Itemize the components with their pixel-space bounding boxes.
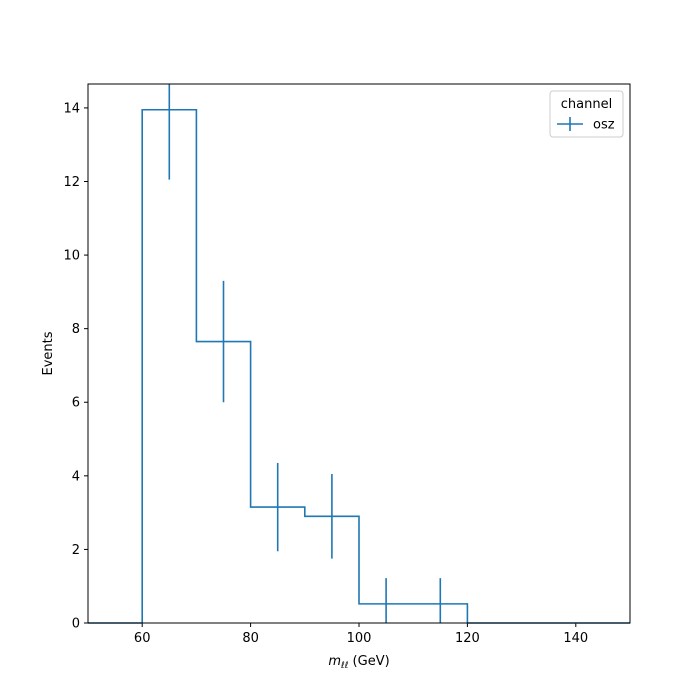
legend-title: channel bbox=[561, 97, 612, 112]
x-tick-label-140: 140 bbox=[563, 631, 588, 646]
x-tick-label-60: 60 bbox=[134, 631, 151, 646]
x-axis: 60 80 100 120 140 bbox=[134, 623, 588, 646]
y-tick-label-14: 14 bbox=[63, 101, 80, 116]
y-axis: 0 2 4 6 8 10 12 14 bbox=[63, 101, 88, 632]
y-axis-label: Events bbox=[41, 331, 56, 375]
x-tick-label-80: 80 bbox=[242, 631, 259, 646]
histogram-step-line bbox=[88, 108, 630, 624]
x-axis-label: mℓℓ (GeV) bbox=[328, 654, 389, 671]
y-tick-label-0: 0 bbox=[72, 617, 80, 632]
plot-frame bbox=[87, 83, 631, 624]
legend-label-osz: osz bbox=[593, 118, 615, 133]
x-axis-label-unit: (GeV) bbox=[348, 654, 389, 669]
y-tick-label-4: 4 bbox=[72, 469, 80, 484]
legend-marker-osz bbox=[557, 117, 583, 131]
y-tick-label-2: 2 bbox=[72, 543, 80, 558]
x-tick-label-100: 100 bbox=[347, 631, 372, 646]
error-bars bbox=[168, 84, 442, 623]
y-tick-label-12: 12 bbox=[63, 175, 80, 190]
plot-area bbox=[88, 84, 630, 624]
y-tick-label-6: 6 bbox=[72, 396, 80, 411]
legend: channel osz bbox=[549, 90, 624, 138]
x-tick-label-120: 120 bbox=[455, 631, 480, 646]
x-axis-label-subscript: ℓℓ bbox=[340, 661, 348, 671]
legend-box bbox=[549, 90, 624, 138]
x-axis-label-main: m bbox=[328, 654, 341, 669]
y-tick-label-8: 8 bbox=[72, 322, 80, 337]
y-tick-label-10: 10 bbox=[63, 249, 80, 264]
